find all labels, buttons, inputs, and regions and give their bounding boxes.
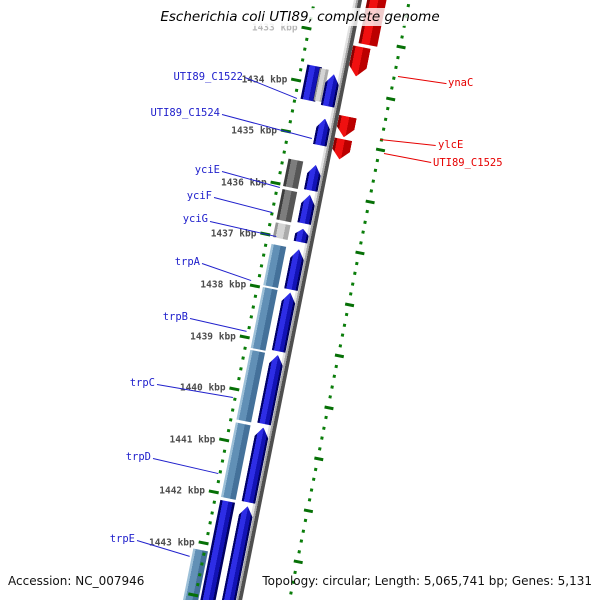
gene-label-trpD[interactable]: trpD [125,451,151,463]
callout-line-ylcE [379,138,437,146]
gene-label-ylcE[interactable]: ylcE [438,139,464,151]
accession-text: Accession: NC_007946 [8,574,145,588]
callout-line-yciF [213,196,273,213]
kbp-label: 1440 kbp [178,382,227,394]
gene-label-yciE[interactable]: yciE [194,164,220,176]
kbp-label: 1441 kbp [168,434,217,446]
gene-label-UTI89_C1525[interactable]: UTI89_C1525 [433,157,503,169]
kbp-label: 1443 kbp [147,537,196,549]
topology-text: Topology: circular; Length: 5,065,741 bp… [262,574,592,588]
gene-label-yciG[interactable]: yciG [182,213,208,225]
gene-label-yciF[interactable]: yciF [186,190,212,202]
gene-label-trpE[interactable]: trpE [109,533,135,545]
callout-line-trpA [201,262,252,281]
kbp-label: 1433 kbp [250,22,299,34]
callout-line-ynaC [397,75,447,84]
kbp-label: 1438 kbp [199,279,248,291]
kbp-label: 1439 kbp [189,331,237,343]
gene-label-ynaC[interactable]: ynaC [448,77,474,89]
callout-line-UTI89_C1525 [383,152,432,163]
map-title: Escherichia coli UTI89, complete genome [154,8,446,26]
gene-label-trpC[interactable]: trpC [129,377,155,389]
callout-line-trpB [189,317,248,332]
gene-label-UTI89_C1522[interactable]: UTI89_C1522 [173,71,243,83]
kbp-label: 1434 kbp [240,74,289,86]
gene-label-trpA[interactable]: trpA [174,256,200,268]
callout-line-trpD [152,457,219,474]
kbp-label: 1435 kbp [230,125,279,137]
kbp-label: 1436 kbp [219,177,268,189]
gene-label-UTI89_C1524[interactable]: UTI89_C1524 [150,107,220,119]
gene-label-trpB[interactable]: trpB [162,311,188,323]
kbp-label: 1442 kbp [158,485,207,497]
kbp-label: 1437 kbp [209,228,258,240]
